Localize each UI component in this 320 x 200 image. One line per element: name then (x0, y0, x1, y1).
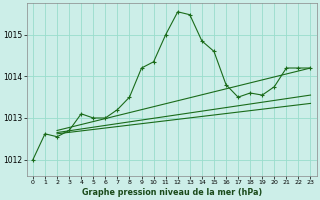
X-axis label: Graphe pression niveau de la mer (hPa): Graphe pression niveau de la mer (hPa) (82, 188, 262, 197)
